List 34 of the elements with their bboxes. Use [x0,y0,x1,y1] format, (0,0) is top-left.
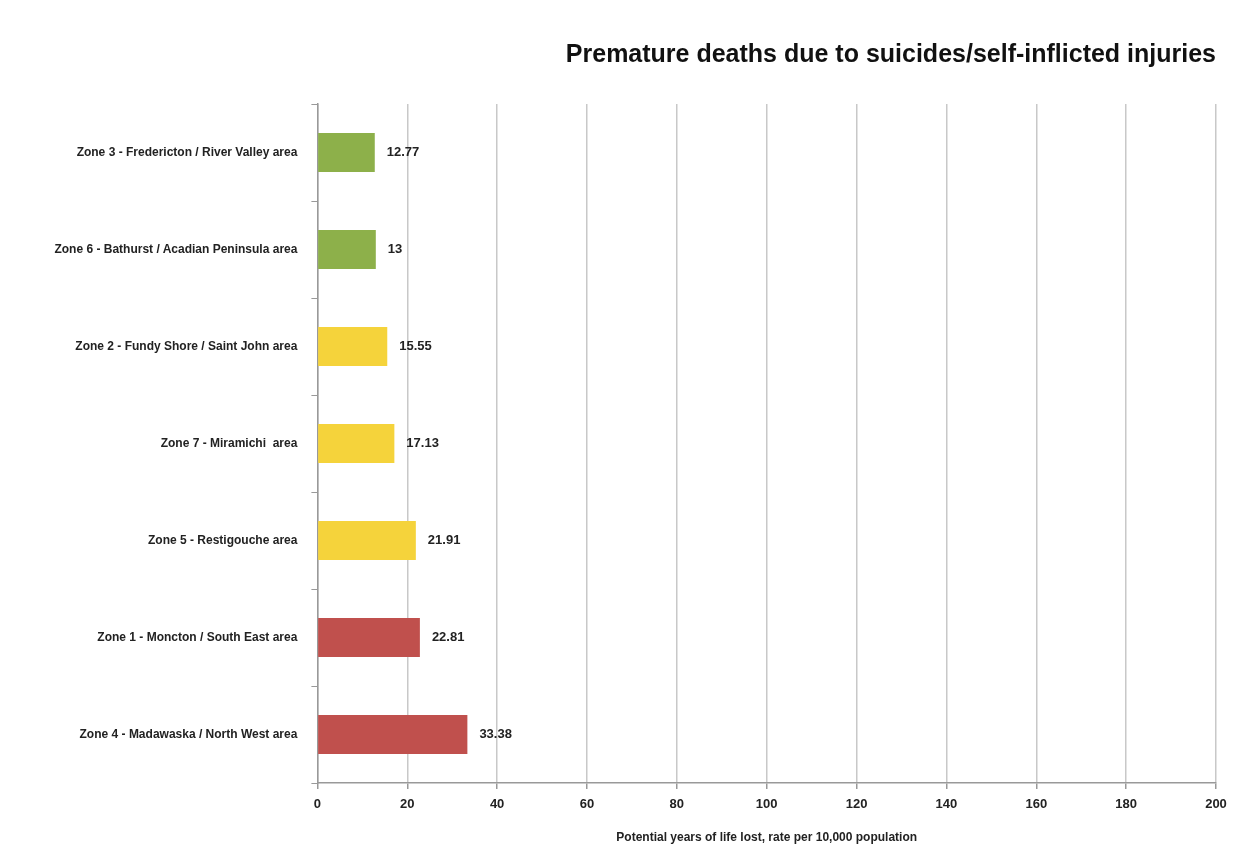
x-tick-label: 60 [579,796,595,812]
data-label: 17.13 [406,435,439,451]
y-tick-label: Zone 4 - Madawaska / North West area [79,726,298,741]
x-tick-label: 40 [489,796,505,812]
bar [318,133,375,172]
bar [318,715,468,754]
x-tick-label: 0 [313,796,322,812]
x-tick-label: 180 [1115,796,1137,812]
bar [318,521,416,560]
x-axis-title: Potential years of life lost, rate per 10,000 population [616,830,918,845]
y-tick-label: Zone 5 - Restigouche area [148,532,298,547]
bar [318,424,395,463]
x-tick-label: 200 [1205,796,1227,812]
y-tick-label: Zone 2 - Fundy Shore / Saint John area [75,338,298,353]
y-tick-label: Zone 6 - Bathurst / Acadian Peninsula area [54,241,298,256]
x-tick-label: 140 [935,796,958,812]
y-tick-label: Zone 1 - Moncton / South East area [97,629,298,644]
data-label: 15.55 [399,338,432,354]
x-tick-label: 20 [400,796,415,812]
data-label: 13 [387,241,403,257]
x-tick-label: 100 [755,796,778,812]
data-label: 21.91 [427,532,461,548]
y-tick-label: Zone 3 - Fredericton / River Valley area [76,144,298,159]
x-tick-label: 160 [1025,796,1048,812]
bar [318,230,376,269]
x-tick-label: 80 [669,796,685,812]
y-tick-label: Zone 7 - Miramichi area [160,435,298,450]
x-tick-label: 120 [845,796,868,812]
data-label: 22.81 [431,629,465,645]
data-label: 12.77 [386,144,420,160]
bar [318,618,420,657]
data-label: 33.38 [479,726,512,742]
bar [318,327,388,366]
chart-title: Premature deaths due to suicides/self-inflicted injuries [565,38,1216,67]
